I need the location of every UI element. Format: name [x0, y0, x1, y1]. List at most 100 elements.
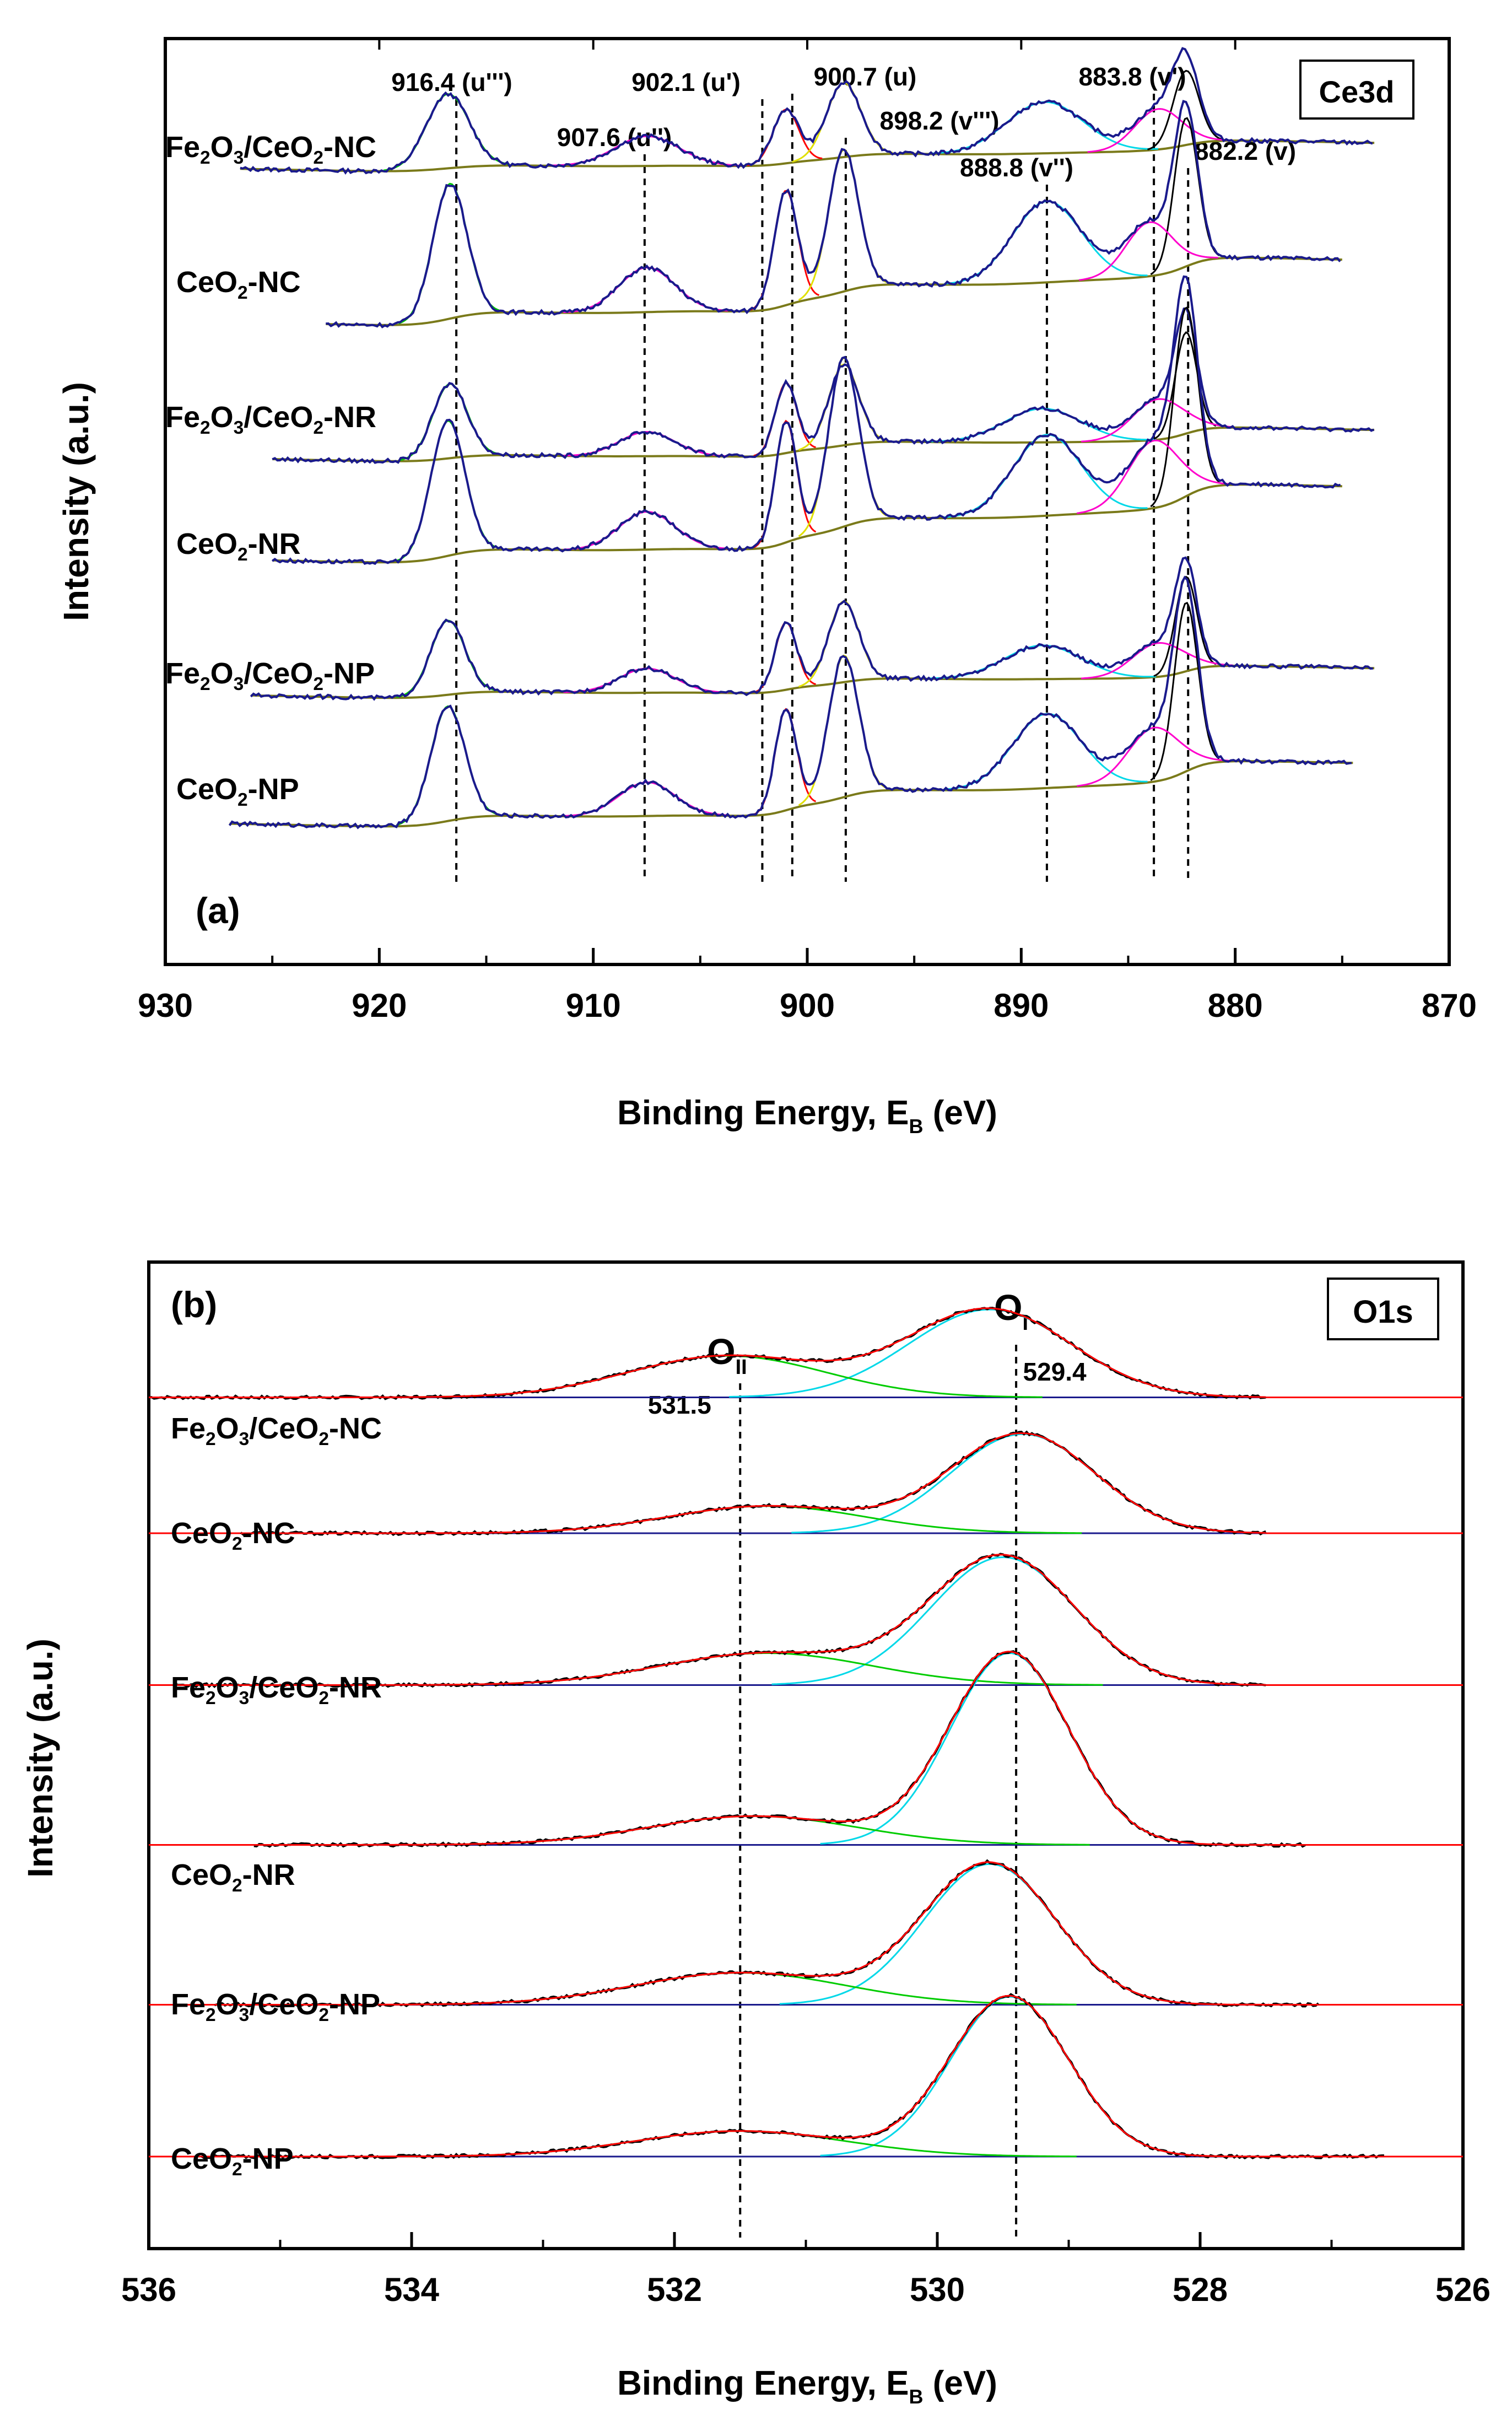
o1s-series-label-part: 2: [206, 1429, 216, 1449]
ce3d-reference-label: 883.8 (v'): [1078, 62, 1186, 91]
o1s-fit-envelope: [241, 1432, 1266, 1534]
ce3d-series: Fe2O3/CeO2-NC: [165, 47, 1375, 175]
ce3d-series-label-part: 2: [200, 674, 210, 694]
ce3d-series-label-part: 2: [237, 790, 248, 810]
ce3d-fit-component: [1150, 306, 1220, 508]
ce3d-series-label: CeO2-NP: [176, 773, 299, 810]
ce3d-fit-component: [1081, 398, 1233, 443]
o1s-series: CeO2-NP: [149, 1993, 1463, 2180]
o1s-fit-envelope: [201, 1995, 1384, 2158]
ce3d-series-group: Fe2O3/CeO2-NCCeO2-NCFe2O3/CeO2-NRCeO2-NR…: [165, 47, 1375, 829]
o1s-x-axis: 536 534 532 530 528 526: [121, 2232, 1491, 2308]
ce3d-series-label-part: 2: [313, 674, 323, 694]
o1s-series-label-part: 2: [232, 1534, 242, 1554]
o1s-series-label-part: O: [216, 1671, 239, 1704]
o1s-series: CeO2-NR: [149, 1650, 1463, 1896]
o1s-x-axis-label: Binding Energy, EB (eV): [617, 2364, 997, 2408]
ce3d-series-label-part: -NC: [323, 131, 376, 164]
o1s-fit-envelope: [175, 1554, 1266, 1686]
ce3d-series-label-part: O: [210, 401, 234, 434]
ce3d-envelope-curve: [271, 275, 1341, 565]
ce3d-series-label-part: 2: [200, 418, 210, 438]
ce3d-reference-lines: 916.4 (u''')907.6 (u'')902.1 (u') 900.7 (…: [391, 62, 1296, 882]
ce3d-series-label: Fe2O3/CeO2-NC: [165, 131, 376, 168]
o1s-series-label-part: Fe: [171, 1988, 206, 2021]
o1s-x-tick-label: 532: [647, 2271, 702, 2308]
ce3d-envelope-curve: [326, 100, 1341, 328]
ce3d-envelope-curve: [240, 47, 1373, 175]
o1s-series-label-part: /CeO: [249, 1671, 318, 1704]
ce3d-series-label-part: -NR: [323, 401, 376, 434]
o1s-series-label: Fe2O3/CeO2-NP: [171, 1988, 380, 2025]
o1s-series-label-part: 2: [318, 1688, 329, 1708]
ce3d-fit-component: [1081, 642, 1233, 680]
ce3d-y-axis-label: Intensity (a.u.): [56, 382, 96, 621]
ce3d-series-label: Fe2O3/CeO2-NR: [165, 401, 376, 438]
ce3d-x-axis-label-main: Binding Energy, E: [617, 1094, 909, 1132]
ce3d-x-tick-label: 900: [780, 987, 835, 1024]
ce3d-series-label-part: Fe: [165, 401, 200, 434]
ce3d-fit-component: [1079, 221, 1218, 281]
ce3d-fit-component: [944, 713, 1148, 790]
ce3d-fit-component: [398, 182, 500, 325]
ce3d-title: Ce3d: [1319, 74, 1395, 109]
o1s-series-label-part: 2: [318, 2005, 329, 2025]
ce3d-series-label-part: 3: [234, 674, 244, 694]
ce3d-reference-label: 902.1 (u'): [631, 68, 741, 96]
ce3d-series-label-part: -NP: [323, 657, 375, 690]
ce3d-series-label: Fe2O3/CeO2-NP: [165, 657, 375, 694]
o1s-x-tick-label: 526: [1435, 2271, 1491, 2308]
ce3d-x-tick-label: 930: [138, 987, 193, 1024]
ce3d-series-label-part: -NC: [248, 266, 301, 299]
ce3d-x-axis: 930 920 910 900 890 880 870: [138, 39, 1477, 1024]
o1s-series-label: CeO2-NR: [171, 1858, 295, 1896]
o1s-series-label: CeO2-NC: [171, 1517, 295, 1554]
ce3d-x-tick-label: 880: [1208, 987, 1263, 1024]
ce3d-x-axis-label: Binding Energy, EB (eV): [617, 1094, 997, 1138]
o1s-title-frame: [1327, 1278, 1439, 1340]
ce3d-series-label-part: O: [210, 131, 234, 164]
o1s-fit-envelope: [149, 1307, 1266, 1398]
o1s-series-label-part: 3: [239, 1688, 250, 1708]
o1s-series-label-part: /CeO: [249, 1988, 318, 2021]
o1s-peak-position-label: 529.4: [1023, 1357, 1087, 1386]
ce3d-envelope-curve: [250, 556, 1373, 701]
ce3d-series-label-part: Fe: [165, 131, 200, 164]
o1s-x-tick-label: 530: [910, 2271, 965, 2308]
o1s-series: Fe2O3/CeO2-NC: [148, 1307, 1463, 1449]
ce3d-series: CeO2-NR: [176, 275, 1342, 565]
ce3d-title-frame: [1299, 60, 1414, 120]
o1s-raw-curve: [214, 1859, 1319, 2008]
ce3d-envelope-curve: [272, 307, 1375, 464]
o1s-series-label-part: -NC: [329, 1412, 382, 1445]
ce3d-fit-component: [1077, 439, 1229, 514]
ce3d-x-tick-label: 870: [1422, 987, 1477, 1024]
ce3d-series-label-part: CeO: [176, 266, 237, 299]
o1s-x-axis-label-sub: B: [909, 2385, 923, 2408]
o1s-x-axis-label-main: Binding Energy, E: [617, 2364, 909, 2402]
o1s-series-label-part: 2: [232, 2159, 242, 2180]
o1s-series: Fe2O3/CeO2-NR: [149, 1553, 1463, 1708]
ce3d-fit-component: [1147, 69, 1223, 150]
ce3d-fit-component: [1150, 601, 1220, 781]
ce3d-fit-component: [1153, 331, 1217, 440]
o1s-x-tick-label: 528: [1173, 2271, 1228, 2308]
o1s-raw-curve: [240, 1430, 1266, 1537]
ce3d-series-label-part: /CeO: [244, 401, 313, 434]
o1s-fit-component: [729, 1308, 1250, 1398]
ce3d-series-label: CeO2-NR: [176, 527, 301, 565]
o1s-fit-envelope: [214, 1861, 1319, 2006]
o1s-series-label-part: CeO: [171, 1517, 232, 1550]
ce3d-series-label-part: -NP: [248, 773, 299, 806]
o1s-series-label-part: -NR: [329, 1671, 382, 1704]
o1s-series-label-part: -NR: [242, 1858, 295, 1891]
o1s-series: CeO2-NC: [149, 1430, 1463, 1554]
ce3d-series-label-part: /CeO: [244, 131, 313, 164]
o1s-panel-label: (b): [171, 1284, 217, 1325]
o1s-raw-curve: [174, 1553, 1266, 1689]
ce3d-x-axis-label-sub: B: [909, 1115, 923, 1138]
ce3d-series-label-part: CeO: [176, 773, 237, 806]
ce3d-series-label-part: 2: [237, 545, 248, 565]
